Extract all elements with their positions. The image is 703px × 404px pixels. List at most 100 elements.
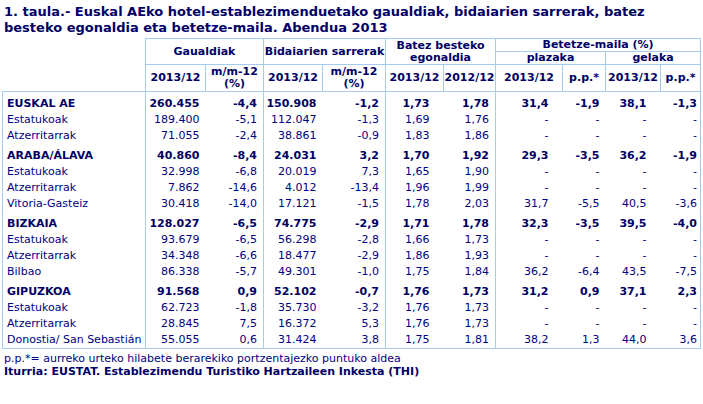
cell-value: -14,0 bbox=[206, 196, 264, 212]
cell-value: - bbox=[661, 164, 701, 180]
cell-value: -5,7 bbox=[206, 264, 264, 280]
cell-value: 1,70 bbox=[386, 144, 444, 164]
cell-value: 36,2 bbox=[606, 144, 661, 164]
cell-value: -4,0 bbox=[661, 212, 701, 232]
cell-value: - bbox=[661, 232, 701, 248]
row-label: Estatukoak bbox=[3, 300, 146, 316]
row-label: Vitoria-Gasteiz bbox=[3, 196, 146, 212]
cell-value: -3,5 bbox=[563, 144, 606, 164]
cell-value: - bbox=[606, 232, 661, 248]
cell-value: 40.860 bbox=[146, 144, 206, 164]
footnote: p.p.*= aurreko urteko hilabete berarekik… bbox=[0, 349, 703, 365]
cell-value: 7,3 bbox=[323, 164, 386, 180]
cell-value: - bbox=[563, 128, 606, 144]
col-subgroup-plazaka: plazaka bbox=[496, 52, 606, 65]
cell-value: -8,4 bbox=[206, 144, 264, 164]
cell-value: -1,2 bbox=[323, 92, 386, 113]
cell-value: -3,5 bbox=[563, 212, 606, 232]
col-header-gelaka-pp: p.p.* bbox=[661, 65, 701, 92]
cell-value: 93.679 bbox=[146, 232, 206, 248]
cell-value: 0,9 bbox=[563, 280, 606, 300]
cell-value: - bbox=[606, 128, 661, 144]
table-row: GIPUZKOA91.5680,952.102-0,71,761,7331,20… bbox=[3, 280, 701, 300]
row-label: Atzerritarrak bbox=[3, 248, 146, 264]
cell-value: 3,8 bbox=[323, 332, 386, 349]
cell-value: - bbox=[563, 232, 606, 248]
table-row: Estatukoak32.998-6,820.0197,31,651,90---… bbox=[3, 164, 701, 180]
row-label: Estatukoak bbox=[3, 112, 146, 128]
cell-value: 37,1 bbox=[606, 280, 661, 300]
cell-value: -1,3 bbox=[661, 92, 701, 113]
table-row: Donostia/ San Sebastián55.0550,631.4243,… bbox=[3, 332, 701, 349]
header-group-row: Gaualdiak Bidaiarien sarrerak Batez best… bbox=[3, 39, 701, 52]
cell-value: 29,3 bbox=[496, 144, 563, 164]
cell-value: 7.862 bbox=[146, 180, 206, 196]
cell-value: 36,2 bbox=[496, 264, 563, 280]
cell-value: - bbox=[496, 300, 563, 316]
table-row: Atzerritarrak71.055-2,438.861-0,91,831,8… bbox=[3, 128, 701, 144]
cell-value: -5,1 bbox=[206, 112, 264, 128]
cell-value: 1,73 bbox=[444, 280, 496, 300]
cell-value: 1,73 bbox=[444, 300, 496, 316]
cell-value: 7,5 bbox=[206, 316, 264, 332]
cell-value: 1,76 bbox=[444, 112, 496, 128]
cell-value: - bbox=[496, 232, 563, 248]
cell-value: 3,6 bbox=[661, 332, 701, 349]
col-header-sarrerak-2013-12: 2013/12 bbox=[264, 65, 323, 92]
cell-value: -5,5 bbox=[563, 196, 606, 212]
cell-value: -6,4 bbox=[563, 264, 606, 280]
col-header-egonaldia-2013-12: 2013/12 bbox=[386, 65, 444, 92]
cell-value: - bbox=[496, 180, 563, 196]
cell-value: 128.027 bbox=[146, 212, 206, 232]
table-row: Estatukoak189.400-5,1112.047-1,31,691,76… bbox=[3, 112, 701, 128]
cell-value: 32,3 bbox=[496, 212, 563, 232]
cell-value: - bbox=[661, 300, 701, 316]
cell-value: 112.047 bbox=[264, 112, 323, 128]
col-header-plazaka-pp: p.p.* bbox=[563, 65, 606, 92]
cell-value: 55.055 bbox=[146, 332, 206, 349]
cell-value: 38,2 bbox=[496, 332, 563, 349]
cell-value: 38,1 bbox=[606, 92, 661, 113]
cell-value: 35.730 bbox=[264, 300, 323, 316]
cell-value: 28.845 bbox=[146, 316, 206, 332]
cell-value: - bbox=[496, 128, 563, 144]
cell-value: - bbox=[496, 316, 563, 332]
row-label: Estatukoak bbox=[3, 164, 146, 180]
cell-value: -0,7 bbox=[323, 280, 386, 300]
cell-value: 32.998 bbox=[146, 164, 206, 180]
table-row: EUSKAL AE260.455-4,4150.908-1,21,731,783… bbox=[3, 92, 701, 113]
page-title: 1. taula.- Euskal AEko hotel-establezime… bbox=[0, 0, 703, 38]
cell-value: 34.348 bbox=[146, 248, 206, 264]
cell-value: -1,3 bbox=[323, 112, 386, 128]
cell-value: 2,03 bbox=[444, 196, 496, 212]
cell-value: 91.568 bbox=[146, 280, 206, 300]
col-header-sarrerak-mm12: m/m-12 (%) bbox=[323, 65, 386, 92]
cell-value: 86.338 bbox=[146, 264, 206, 280]
cell-value: -2,4 bbox=[206, 128, 264, 144]
cell-value: - bbox=[606, 248, 661, 264]
table-row: Atzerritarrak34.348-6,618.477-2,91,861,9… bbox=[3, 248, 701, 264]
cell-value: -13,4 bbox=[323, 180, 386, 196]
row-label: Estatukoak bbox=[3, 232, 146, 248]
col-header-egonaldia-2012-12: 2012/12 bbox=[444, 65, 496, 92]
cell-value: -4,4 bbox=[206, 92, 264, 113]
cell-value: 4.012 bbox=[264, 180, 323, 196]
table-row: Estatukoak93.679-6,556.298-2,81,661,73--… bbox=[3, 232, 701, 248]
cell-value: -7,5 bbox=[661, 264, 701, 280]
col-group-batez-besteko-egonaldia: Batez besteko egonaldia bbox=[386, 39, 496, 65]
cell-value: - bbox=[606, 164, 661, 180]
cell-value: - bbox=[661, 248, 701, 264]
cell-value: 1,76 bbox=[386, 316, 444, 332]
row-label: ARABA/ÁLAVA bbox=[3, 144, 146, 164]
cell-value: 43,5 bbox=[606, 264, 661, 280]
cell-value: - bbox=[563, 164, 606, 180]
cell-value: -1,0 bbox=[323, 264, 386, 280]
cell-value: 1,75 bbox=[386, 264, 444, 280]
cell-value: - bbox=[563, 180, 606, 196]
cell-value: -1,9 bbox=[661, 144, 701, 164]
cell-value: -0,9 bbox=[323, 128, 386, 144]
cell-value: -6,5 bbox=[206, 212, 264, 232]
cell-value: 17.121 bbox=[264, 196, 323, 212]
row-label: Atzerritarrak bbox=[3, 180, 146, 196]
hotel-statistics-table: Gaualdiak Bidaiarien sarrerak Batez best… bbox=[2, 38, 701, 349]
